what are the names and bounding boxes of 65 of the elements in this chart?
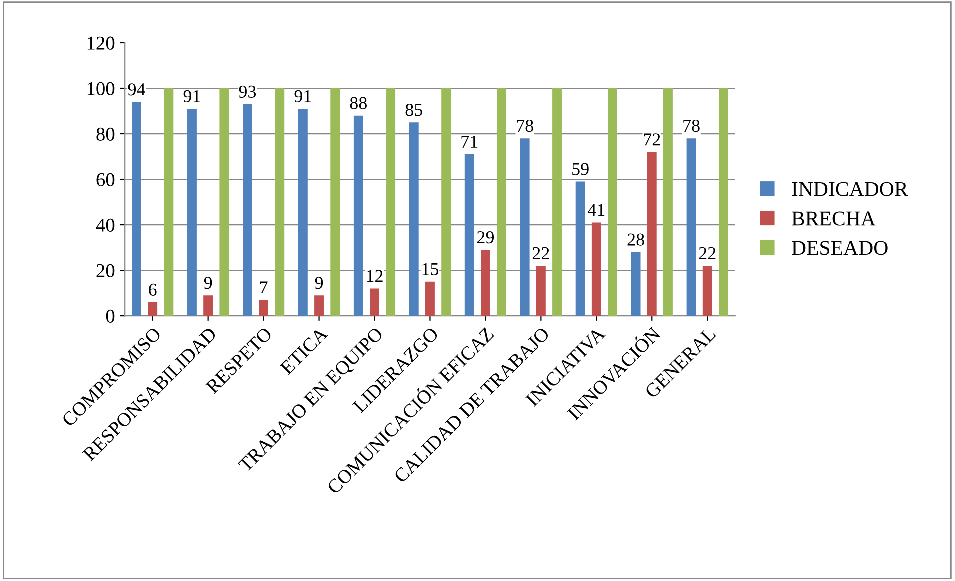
legend-label: INDICADOR <box>792 182 908 196</box>
data-label: 91 <box>294 90 312 103</box>
data-label: 85 <box>406 104 422 116</box>
bar <box>497 88 507 316</box>
data-label: 12 <box>367 270 383 282</box>
bar <box>330 88 340 316</box>
bar <box>386 88 396 316</box>
data-label: 15 <box>422 263 439 276</box>
y-tick-label: 40 <box>96 218 115 232</box>
data-label: 94 <box>128 84 146 96</box>
bar <box>314 296 324 316</box>
bar <box>702 266 712 316</box>
data-label: 93 <box>239 86 256 98</box>
bar <box>426 282 435 316</box>
bar <box>664 88 673 316</box>
y-tick-label: 20 <box>96 264 115 278</box>
bar <box>520 138 530 316</box>
bar <box>259 300 269 316</box>
bar <box>188 108 197 316</box>
bar <box>164 88 174 316</box>
data-label: 78 <box>517 120 534 132</box>
bar <box>275 88 285 316</box>
data-label: 22 <box>699 247 716 260</box>
bar <box>608 88 618 316</box>
bar <box>718 88 728 316</box>
bar <box>536 266 546 316</box>
bar <box>442 88 452 316</box>
data-label: 7 <box>260 282 268 294</box>
bar <box>204 296 214 316</box>
bar <box>298 108 308 316</box>
legend-label: BRECHA <box>792 212 876 226</box>
bar <box>631 252 641 316</box>
bar <box>592 222 602 316</box>
data-label: 22 <box>532 247 550 260</box>
y-tick-label: 60 <box>96 173 115 186</box>
bar <box>576 182 586 316</box>
data-label: 78 <box>684 120 700 132</box>
data-label: 59 <box>572 163 589 176</box>
bar <box>148 302 158 316</box>
legend-label: DESEADO <box>792 241 888 256</box>
data-label: 71 <box>462 136 478 148</box>
bar <box>354 116 364 316</box>
data-label: 41 <box>588 204 605 216</box>
bar <box>647 152 657 316</box>
data-label: 9 <box>204 277 212 290</box>
data-label: 6 <box>149 284 157 296</box>
bar <box>132 102 142 316</box>
bar <box>242 104 252 316</box>
bar <box>480 250 490 316</box>
y-tick-label: 100 <box>88 82 115 96</box>
bar <box>370 288 380 316</box>
data-label: 9 <box>315 277 324 290</box>
y-tick-label: 80 <box>96 128 115 141</box>
y-tick-label: 120 <box>88 36 115 50</box>
bar <box>464 154 474 316</box>
y-tick-label: 0 <box>106 310 115 323</box>
data-label: 28 <box>628 234 644 246</box>
data-label: 91 <box>184 90 200 103</box>
data-label: 88 <box>350 97 367 110</box>
bar <box>552 88 562 316</box>
data-label: 72 <box>644 134 660 146</box>
bar <box>220 88 230 316</box>
bar <box>409 122 419 316</box>
data-label: 29 <box>477 231 494 244</box>
bar <box>686 138 696 316</box>
